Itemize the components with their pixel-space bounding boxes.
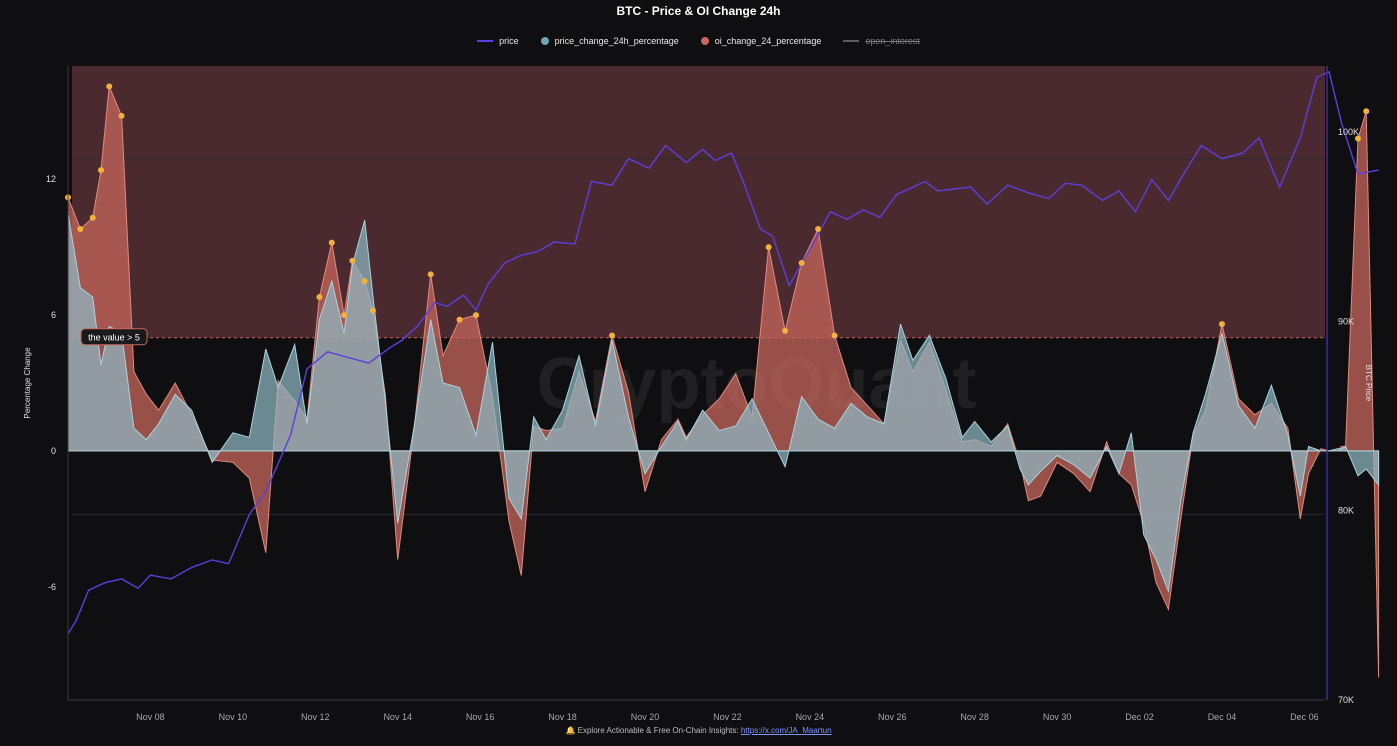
legend-label: price: [499, 36, 519, 46]
legend-item-price[interactable]: price: [477, 36, 519, 46]
legend-label: oi_change_24_percentage: [714, 36, 822, 46]
x-tick-label: Nov 28: [960, 712, 989, 722]
y-left-tick-label: 12: [46, 174, 56, 184]
y-right-tick-label: 80K: [1338, 506, 1354, 516]
annotation-label: the value > 5: [88, 333, 140, 343]
threshold-marker[interactable]: [1218, 321, 1225, 328]
legend-swatch: [540, 37, 549, 45]
x-tick-label: Nov 30: [1043, 712, 1072, 722]
threshold-marker[interactable]: [328, 239, 335, 246]
threshold-marker[interactable]: [349, 257, 356, 264]
x-tick-label: Nov 16: [466, 712, 495, 722]
threshold-marker[interactable]: [77, 226, 84, 233]
legend-swatch: [700, 37, 709, 45]
legend-item-open-interest[interactable]: open_interest: [843, 36, 920, 46]
legend-label: price_change_24h_percentage: [554, 36, 679, 46]
legend-label: open_interest: [865, 36, 920, 46]
threshold-marker[interactable]: [609, 332, 616, 339]
bell-icon: 🔔: [565, 726, 576, 735]
threshold-marker[interactable]: [361, 278, 368, 285]
threshold-marker[interactable]: [815, 226, 822, 233]
x-tick-label: Nov 12: [301, 712, 330, 722]
threshold-region: [72, 66, 1325, 338]
x-tick-label: Dec 02: [1125, 712, 1154, 722]
threshold-marker[interactable]: [341, 312, 348, 319]
y-right-tick-label: 70K: [1338, 695, 1354, 705]
threshold-marker[interactable]: [427, 271, 434, 278]
threshold-marker[interactable]: [831, 332, 838, 339]
threshold-marker[interactable]: [106, 83, 113, 90]
threshold-marker[interactable]: [118, 112, 125, 119]
threshold-marker[interactable]: [97, 167, 104, 174]
x-tick-label: Nov 08: [136, 712, 165, 722]
threshold-marker[interactable]: [89, 214, 96, 221]
x-tick-label: Nov 18: [548, 712, 577, 722]
series-price-line: [67, 70, 1379, 635]
threshold-marker[interactable]: [782, 327, 789, 334]
legend-swatch: [843, 40, 860, 42]
footer-text: Explore Actionable & Free On-Chain Insig…: [577, 726, 741, 735]
y-left-tick-label: 0: [51, 446, 56, 456]
footer-link[interactable]: https://x.com/JA_Maartun: [740, 726, 832, 735]
x-tick-label: Nov 26: [878, 712, 907, 722]
chart-legend: price price_change_24h_percentage oi_chang…: [0, 36, 1397, 46]
threshold-marker[interactable]: [798, 259, 805, 266]
x-tick-label: Nov 14: [383, 712, 412, 722]
chart-title: BTC - Price & OI Change 24h: [616, 4, 781, 18]
threshold-marker[interactable]: [316, 293, 323, 300]
x-tick-label: Dec 06: [1290, 712, 1319, 722]
legend-item-oi-change-24-percentage[interactable]: oi_change_24_percentage: [700, 36, 822, 46]
y-right-axis-title: BTC Price: [1364, 365, 1373, 402]
legend-swatch: [477, 40, 494, 42]
legend-item-price-change-24h-percentage[interactable]: price_change_24h_percentage: [540, 36, 679, 46]
y-left-tick-label: -6: [48, 582, 56, 592]
annotation-box: [80, 328, 148, 346]
x-tick-label: Nov 20: [631, 712, 660, 722]
y-left-axis-title: Percentage Change: [23, 347, 32, 419]
y-right-tick-label: 90K: [1338, 316, 1354, 326]
threshold-marker[interactable]: [456, 316, 463, 323]
footer-note: 🔔 Explore Actionable & Free On-Chain Ins…: [0, 726, 1397, 735]
x-tick-label: Nov 22: [713, 712, 742, 722]
y-left-tick-label: 6: [51, 310, 56, 320]
threshold-marker[interactable]: [369, 307, 376, 314]
threshold-annotation: the value > 5: [80, 328, 148, 346]
x-tick-label: Nov 24: [796, 712, 825, 722]
x-tick-label: Nov 10: [219, 712, 248, 722]
threshold-marker[interactable]: [473, 312, 480, 319]
threshold-marker[interactable]: [1354, 135, 1361, 142]
x-tick-label: Dec 04: [1208, 712, 1237, 722]
threshold-marker[interactable]: [765, 244, 772, 251]
series-price-change-area: [67, 213, 1380, 594]
threshold-marker[interactable]: [1363, 108, 1370, 115]
y-right-tick-label: 100K: [1338, 127, 1359, 137]
